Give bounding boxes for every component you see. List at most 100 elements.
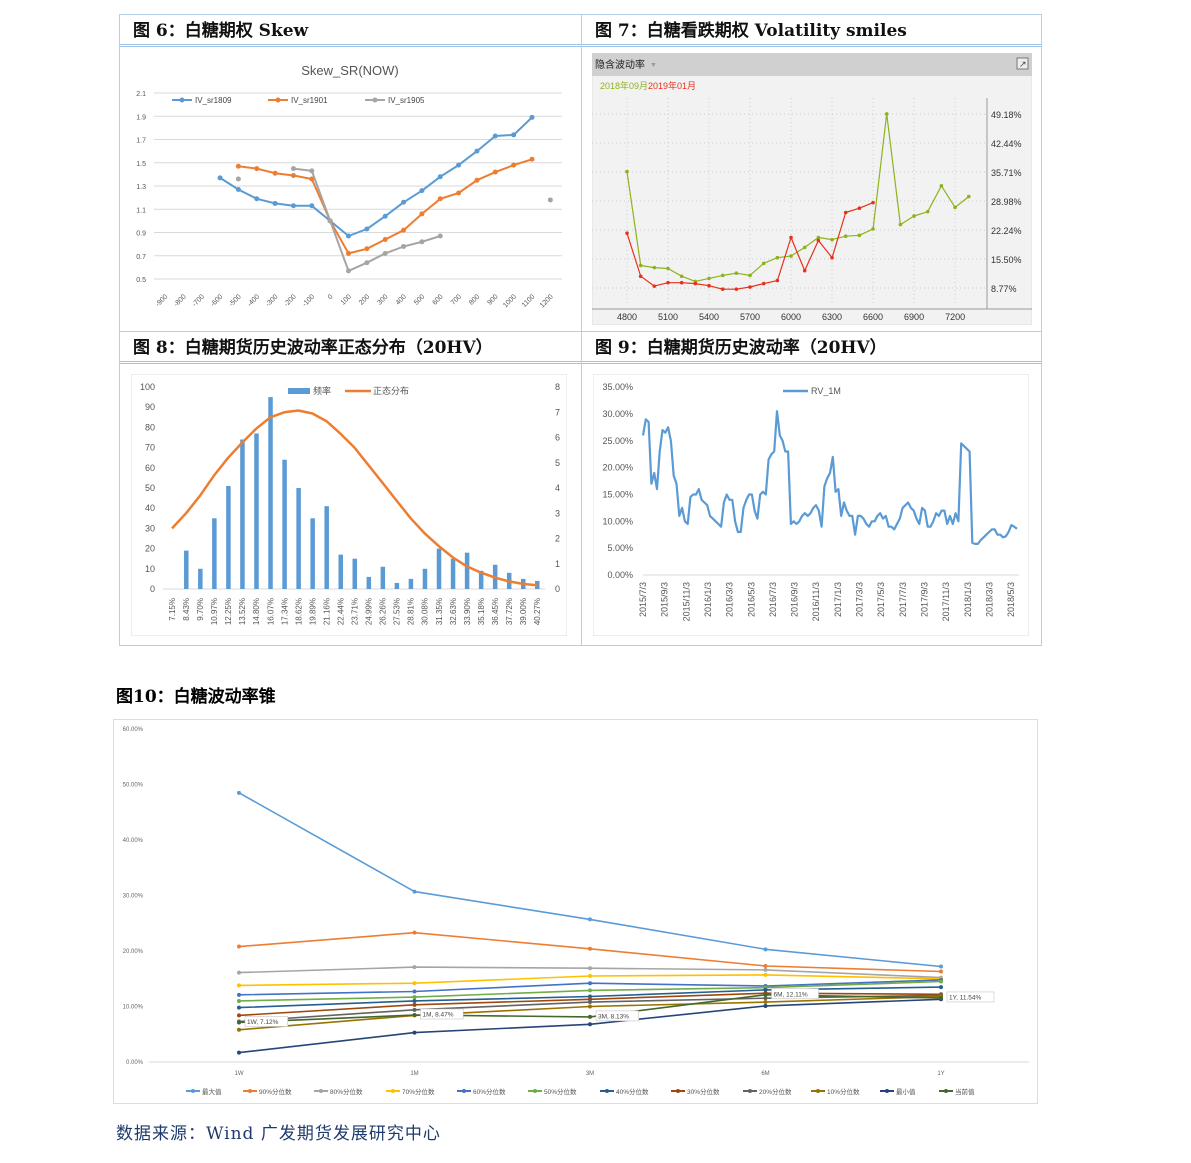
series-0-point: [802, 245, 807, 250]
series-2-point: [419, 239, 425, 245]
x-tick-label: 2015/7/3: [638, 582, 648, 617]
data-label: 6M, 12.11%: [774, 991, 808, 998]
legend-marker: [885, 1089, 889, 1093]
series-0-point: [511, 132, 517, 138]
series-7-point: [588, 997, 592, 1002]
bar: [436, 548, 442, 589]
bar: [464, 552, 470, 589]
x-tick-label: 19.89%: [308, 598, 317, 625]
y-tick-label: 1.7: [136, 138, 146, 145]
x-tick-label: 40.27%: [533, 598, 542, 625]
series-0-point: [588, 917, 592, 922]
x-tick-label: 6600: [863, 312, 883, 322]
series-6-point: [237, 1005, 241, 1010]
x-tick-label: 1200: [539, 293, 555, 309]
series-10-point: [588, 1022, 592, 1027]
series-0-point: [437, 174, 443, 180]
series-1-point: [588, 946, 592, 951]
y-left-tick-label: 100: [140, 382, 155, 392]
bar: [338, 554, 343, 589]
series-2-point: [382, 250, 388, 256]
x-tick-label: 2017/1/3: [833, 582, 843, 617]
x-tick-label: 2017/5/3: [876, 582, 886, 617]
series-4-point: [412, 989, 417, 994]
panel-header: [592, 53, 1032, 76]
y-tick-label: 2.1: [136, 91, 146, 98]
bar: [422, 568, 428, 589]
legend-marker: [944, 1089, 948, 1093]
series-0-point: [748, 273, 752, 278]
series-1-point: [382, 236, 388, 242]
series-11-point: [763, 992, 768, 997]
bar: [198, 568, 203, 589]
chart-title: Skew_SR(NOW): [301, 63, 399, 78]
x-tick-label: 18.62%: [294, 598, 303, 625]
x-tick-label: 21.16%: [322, 598, 331, 625]
series-0-point: [346, 233, 351, 239]
series-9-point: [763, 1000, 768, 1005]
series-1-point: [511, 162, 517, 168]
x-tick-label: 200: [358, 293, 371, 306]
series-1-point: [871, 200, 875, 205]
series-2-point: [401, 243, 407, 249]
fig9-title: 图 9：白糖期货历史波动率（20HV）: [582, 331, 1041, 364]
x-tick-label: 2016/3/3: [725, 582, 735, 617]
legend-marker: [275, 97, 281, 103]
series-0-point: [401, 199, 407, 205]
x-tick-label: 2015/9/3: [660, 582, 670, 617]
x-tick-label: 2016/11/3: [811, 582, 821, 621]
series-2-point: [547, 197, 553, 203]
series-7-point: [412, 1002, 417, 1007]
x-tick-label: 28.81%: [407, 598, 416, 625]
bar: [450, 558, 456, 589]
x-tick-label: 2016/5/3: [746, 582, 756, 617]
series-1-point: [830, 255, 834, 260]
data-label-box: [244, 1016, 288, 1027]
y-tick-label: 42.44%: [991, 139, 1022, 149]
series-4-point: [588, 981, 592, 986]
series-6-point: [412, 998, 417, 1003]
bar: [226, 485, 231, 589]
x-tick-label: 6900: [904, 312, 924, 322]
series-1-point: [346, 250, 351, 256]
y-tick-label: 50.00%: [123, 783, 144, 789]
series-1-point: [857, 206, 862, 211]
data-label: 1W, 7.12%: [247, 1019, 279, 1026]
legend-label: 最小值: [896, 1087, 916, 1096]
series-1-point: [290, 173, 296, 179]
series-0-point: [474, 148, 480, 154]
series-0-point: [871, 227, 875, 231]
y-tick-label: 0.00%: [126, 1060, 144, 1066]
y-tick-label: 5.00%: [607, 543, 633, 553]
x-tick-label: 400: [395, 293, 408, 306]
y-tick-label: 20.00%: [123, 949, 144, 955]
plot-frame: [131, 374, 567, 636]
fig10-title: 图10：白糖波动率锥: [116, 687, 276, 707]
legend-marker: [179, 97, 185, 103]
y-tick-label: 0.00%: [607, 570, 633, 580]
series-0-point: [492, 133, 498, 139]
series-8-point: [412, 1007, 417, 1012]
legend-marker: [462, 1089, 466, 1093]
series-9-point: [588, 1004, 592, 1009]
legend-label: 当前值: [955, 1087, 975, 1096]
series-1-point: [761, 281, 766, 286]
y-right-tick-label: 5: [555, 458, 560, 468]
x-tick-label: 37.72%: [505, 598, 514, 625]
series-0-point: [720, 273, 725, 278]
y-tick-label: 60.00%: [123, 727, 144, 733]
series-0-point: [816, 235, 821, 240]
series-1-point: [474, 177, 480, 183]
x-tick-label: 500: [413, 293, 426, 306]
x-tick-label: 2015/11/3: [681, 582, 691, 621]
x-tick-label: 6000: [781, 312, 801, 322]
series-9-point: [237, 1027, 241, 1032]
plot-frame: [593, 374, 1029, 636]
bar: [324, 506, 329, 589]
bar: [282, 459, 287, 589]
series-0-point: [419, 188, 425, 194]
series-1-point: [802, 268, 807, 273]
y-tick-label: 30.00%: [602, 409, 633, 419]
x-tick-label: 33.90%: [463, 598, 472, 625]
